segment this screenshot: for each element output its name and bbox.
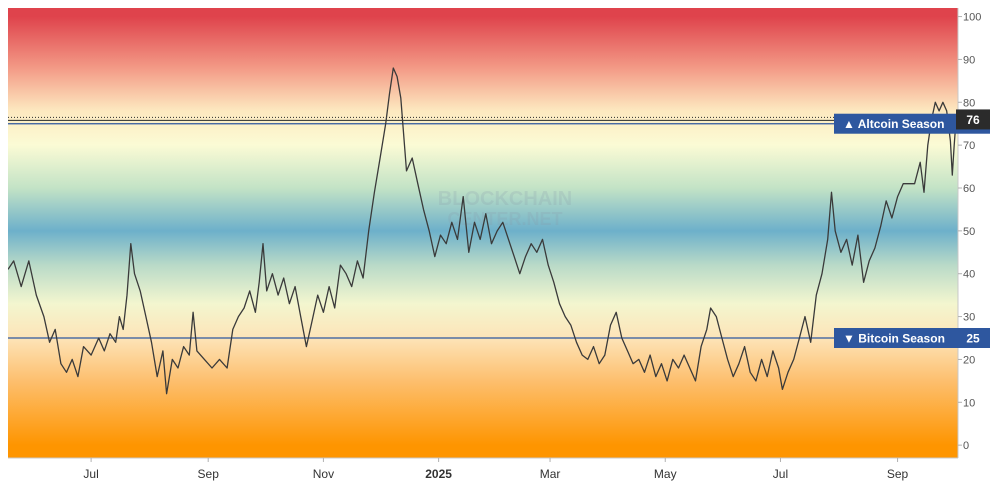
x-tick-label: Jul (773, 467, 788, 481)
y-tick-label: 70 (963, 140, 975, 152)
y-tick-label: 20 (963, 354, 975, 366)
x-tick-label: Nov (313, 467, 334, 481)
axis-value-tag-label: 25 (966, 332, 980, 346)
reference-label: ▲ Altcoin Season (843, 117, 944, 131)
x-tick-label: 2025 (425, 467, 452, 481)
axis-value-tag-label: 76 (966, 113, 980, 127)
watermark-line-1: BLOCKCHAIN (438, 188, 572, 210)
axis-value-tag (956, 328, 990, 348)
watermark-line-2: CENTER.NET (447, 209, 562, 229)
series-line (8, 67, 957, 395)
y-tick-label: 90 (963, 54, 975, 66)
x-axis-ticks: Jul Sep Nov 2025 Mar May Jul Sep (83, 458, 909, 481)
y-tick-label: 80 (963, 97, 975, 109)
y-tick-label: 40 (963, 269, 975, 281)
x-tick-label: Mar (540, 467, 561, 481)
series-layer (8, 67, 957, 395)
watermark: BLOCKCHAIN CENTER.NET (438, 188, 572, 229)
axis-value-tag (956, 109, 990, 130)
y-tick-label: 100 (963, 12, 981, 24)
y-tick-label: 30 (963, 312, 975, 324)
reference-label-box (834, 328, 956, 348)
x-tick-label: May (654, 467, 677, 481)
y-tick-label: 0 (963, 440, 969, 452)
y-tick-label: 50 (963, 226, 975, 238)
x-tick-label: Sep (887, 467, 909, 481)
y-axis-ticks: 0 10 20 30 40 50 60 70 80 90 100 (958, 12, 981, 452)
y-tick-label: 10 (963, 397, 975, 409)
y-tick-label: 60 (963, 183, 975, 195)
plot-background (8, 8, 958, 458)
x-tick-label: Jul (83, 467, 98, 481)
reference-label: ▼ Bitcoin Season (843, 332, 945, 346)
x-tick-label: Sep (198, 467, 220, 481)
reference-label-box (834, 113, 956, 134)
